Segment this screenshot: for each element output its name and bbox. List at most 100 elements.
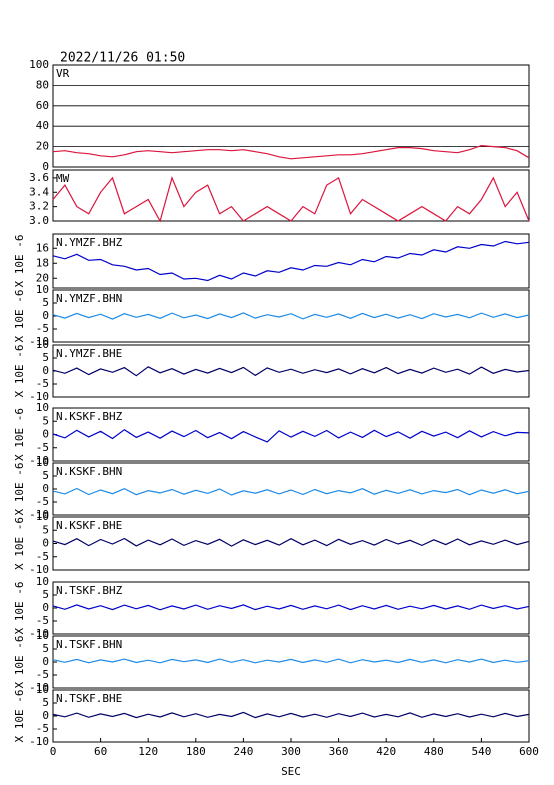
y-axis-label: X 10E -6 [13, 636, 26, 689]
y-tick-label: 10 [36, 629, 49, 642]
y-tick-label: 10 [36, 283, 49, 296]
panel-frame [52, 64, 530, 168]
trace [52, 144, 530, 160]
y-tick-label: 10 [36, 338, 49, 351]
panel-label: N.KSKF.BHZ [56, 410, 123, 423]
y-tick-label: 5 [42, 469, 49, 482]
trace [52, 176, 530, 223]
y-tick-label: -10 [29, 390, 49, 403]
x-tick-label: 180 [186, 745, 206, 758]
y-tick-label: 0 [42, 601, 49, 614]
y-tick-label: 100 [29, 58, 49, 71]
y-axis-label: X 10E -6 [13, 290, 26, 343]
y-tick-label: -5 [36, 377, 49, 390]
y-tick-label: 18 [36, 256, 49, 269]
y-tick-label: 0 [42, 160, 49, 173]
trace [52, 366, 530, 377]
panel-label: N.TSKF.BHE [56, 692, 122, 705]
y-tick-label: 3.6 [29, 171, 49, 184]
y-tick-label: -5 [36, 322, 49, 335]
panel-frame [52, 689, 530, 743]
trace [52, 537, 530, 547]
y-tick-label: 10 [36, 456, 49, 469]
x-tick-label: 60 [94, 745, 107, 758]
x-tick-label: 240 [233, 745, 253, 758]
panel-label: N.KSKF.BHE [56, 519, 122, 532]
y-tick-label: 5 [42, 523, 49, 536]
panel-frame [52, 344, 530, 398]
y-tick-label: 0 [42, 428, 49, 441]
x-tick-label: 420 [376, 745, 396, 758]
y-tick-label: -5 [36, 614, 49, 627]
y-axis-label: X 10E -6 [13, 235, 26, 288]
y-tick-label: 10 [36, 510, 49, 523]
y-tick-label: 16 [36, 241, 49, 254]
panel-label: N.YMZF.BHZ [56, 236, 123, 249]
y-tick-label: 40 [36, 119, 49, 132]
y-tick-label: 20 [36, 271, 49, 284]
y-tick-label: 3.4 [29, 185, 49, 198]
panel-label: N.KSKF.BHN [56, 465, 122, 478]
y-tick-label: 5 [42, 414, 49, 427]
y-tick-label: -10 [29, 508, 49, 521]
y-tick-label: 5 [42, 296, 49, 309]
panel-frame [52, 516, 530, 571]
y-tick-label: 0 [42, 364, 49, 377]
panel-label: VR [56, 67, 70, 80]
panel-frame [52, 289, 530, 343]
panel-label: MW [56, 172, 70, 185]
panel-label: N.TSKF.BHZ [56, 584, 123, 597]
y-tick-label: 10 [36, 683, 49, 696]
trace [52, 711, 530, 719]
y-tick-label: 0 [42, 537, 49, 550]
trace [52, 604, 530, 611]
x-tick-label: 0 [50, 745, 57, 758]
y-tick-label: -10 [29, 454, 49, 467]
y-axis-label: X 10E -6 [13, 463, 26, 516]
trace [52, 312, 530, 320]
y-tick-label: 3.2 [29, 200, 49, 213]
y-tick-label: 0 [42, 482, 49, 495]
trace [52, 240, 530, 282]
y-tick-label: 5 [42, 588, 49, 601]
y-tick-label: -10 [29, 627, 49, 640]
trace [52, 658, 530, 664]
x-tick-label: 120 [138, 745, 158, 758]
y-tick-label: 80 [36, 78, 49, 91]
y-tick-label: 10 [36, 575, 49, 588]
panel-label: N.YMZF.BHN [56, 292, 122, 305]
y-axis-label: X 10E -6 [13, 408, 26, 461]
trace [52, 428, 530, 443]
y-tick-label: 3.0 [29, 214, 49, 227]
x-axis-label: SEC [281, 765, 301, 778]
y-tick-label: 5 [42, 351, 49, 364]
trace [52, 487, 530, 496]
y-axis-label: X 10E -6 [13, 517, 26, 570]
y-tick-label: -10 [29, 563, 49, 576]
y-tick-label: 20 [36, 140, 49, 153]
y-tick-label: 10 [36, 401, 49, 414]
y-tick-label: 0 [42, 309, 49, 322]
panel-label: N.YMZF.BHE [56, 347, 122, 360]
y-tick-label: 5 [42, 696, 49, 709]
panel-label: N.TSKF.BHN [56, 638, 122, 651]
chart-title: 2022/11/26 01:50 [60, 51, 185, 66]
panel-frame [52, 407, 530, 462]
y-tick-label: -5 [36, 668, 49, 681]
y-tick-label: -5 [36, 722, 49, 735]
y-tick-label: -10 [29, 735, 49, 748]
panel-frame [52, 233, 530, 289]
x-tick-label: 600 [519, 745, 539, 758]
y-tick-label: 0 [42, 709, 49, 722]
x-tick-label: 360 [329, 745, 349, 758]
y-tick-label: 0 [42, 655, 49, 668]
y-tick-label: 5 [42, 642, 49, 655]
x-tick-label: 300 [281, 745, 301, 758]
y-tick-label: -5 [36, 495, 49, 508]
panel-frame [52, 581, 530, 635]
y-tick-label: -5 [36, 550, 49, 563]
y-tick-label: -10 [29, 335, 49, 348]
x-tick-label: 480 [424, 745, 444, 758]
x-tick-label: 540 [471, 745, 491, 758]
